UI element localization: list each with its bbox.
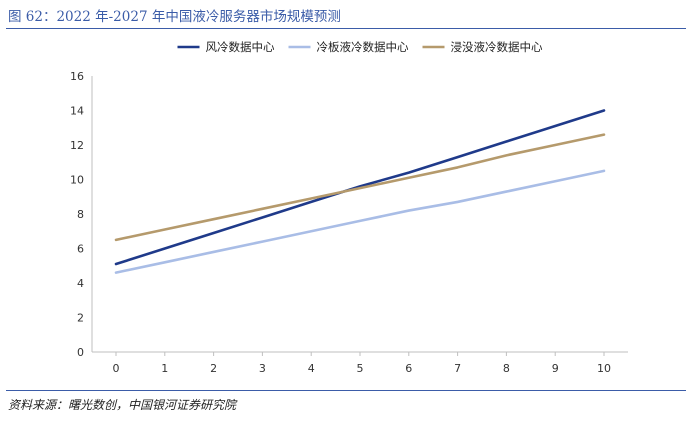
y-tick-label: 0	[77, 346, 84, 359]
legend-item-2: 冷板液冷数据中心	[288, 40, 409, 54]
series-line-2	[114, 169, 606, 274]
x-tick-label: 4	[308, 362, 315, 375]
y-tick-label: 4	[77, 277, 84, 290]
figure-title: 图 62：2022 年-2027 年中国液冷服务器市场规模预测	[8, 9, 341, 25]
y-tick-label: 10	[70, 174, 84, 187]
source-divider	[6, 390, 686, 391]
x-tick-label: 10	[597, 362, 611, 375]
legend-label: 浸没液冷数据中心	[451, 40, 543, 54]
y-tick-label: 8	[77, 208, 84, 221]
legend-item-1: 风冷数据中心	[177, 40, 275, 54]
y-tick-label: 2	[77, 312, 84, 325]
legend-item-3: 浸没液冷数据中心	[422, 40, 543, 54]
x-tick-label: 6	[405, 362, 412, 375]
x-tick-label: 8	[503, 362, 510, 375]
y-tick-label: 6	[77, 243, 84, 256]
chart-series	[114, 109, 606, 274]
x-tick-label: 1	[161, 362, 168, 375]
x-tick-label: 0	[113, 362, 120, 375]
title-divider	[6, 28, 686, 29]
legend-label: 风冷数据中心	[206, 40, 275, 54]
x-tick-label: 2	[210, 362, 217, 375]
x-tick-label: 5	[357, 362, 364, 375]
y-tick-label: 14	[70, 105, 84, 118]
series-line-3	[114, 133, 606, 242]
source-note: 资料来源：曙光数创，中国银河证券研究院	[8, 398, 237, 412]
legend: 风冷数据中心 冷板液冷数据中心 浸没液冷数据中心	[177, 40, 543, 54]
legend-label: 冷板液冷数据中心	[317, 40, 409, 54]
series-line-1	[114, 109, 606, 266]
y-tick-label: 16	[70, 70, 84, 83]
x-tick-label: 3	[259, 362, 266, 375]
x-tick-label: 7	[454, 362, 461, 375]
x-tick-label: 9	[552, 362, 559, 375]
y-tick-label: 12	[70, 139, 84, 152]
